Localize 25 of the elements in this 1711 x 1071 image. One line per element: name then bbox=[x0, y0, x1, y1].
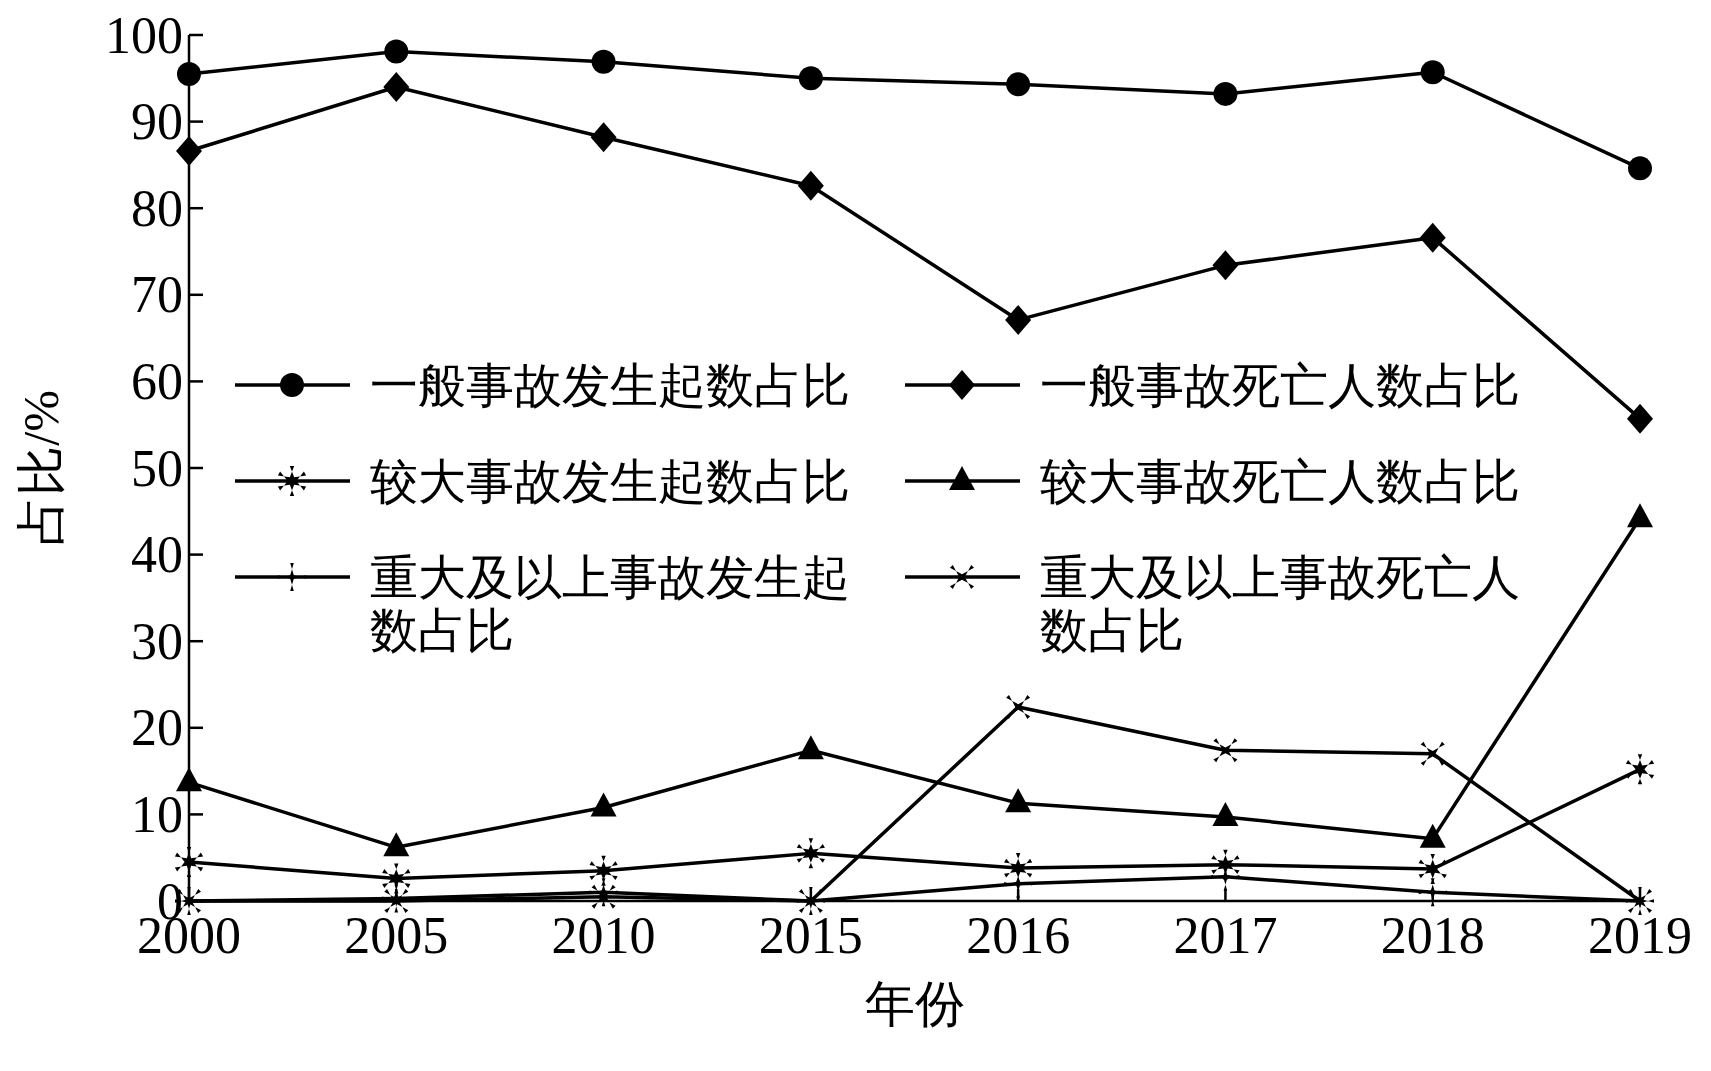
y-tick-label: 20 bbox=[131, 699, 183, 757]
x-tick-label: 2018 bbox=[1380, 907, 1485, 964]
y-tick-label: 90 bbox=[131, 93, 183, 151]
x-tick-label: 2015 bbox=[758, 907, 863, 964]
legend-label: 重大及以上事故死亡人数占比 bbox=[1040, 550, 1520, 657]
x-tick-label: 2017 bbox=[1173, 907, 1278, 964]
y-tick-label: 30 bbox=[131, 612, 183, 670]
legend-label: 一般事故发生起数占比 bbox=[370, 358, 850, 412]
y-tick-label: 80 bbox=[131, 179, 183, 237]
y-tick-label: 40 bbox=[131, 526, 183, 584]
legend-label: 重大及以上事故发生起数占比 bbox=[370, 550, 850, 657]
x-axis-title: 年份 bbox=[864, 976, 965, 1032]
y-tick-label: 100 bbox=[105, 6, 183, 64]
legend-label: 较大事故死亡人数占比 bbox=[1040, 454, 1520, 508]
y-axis-title: 占比/% bbox=[13, 390, 69, 546]
y-tick-label: 60 bbox=[131, 352, 183, 410]
y-tick-label: 70 bbox=[131, 266, 183, 324]
x-tick-label: 2019 bbox=[1588, 907, 1692, 964]
y-tick-label: 10 bbox=[131, 785, 183, 843]
y-tick-label: 50 bbox=[131, 439, 183, 497]
legend-label: 较大事故发生起数占比 bbox=[370, 454, 850, 508]
x-tick-label: 2016 bbox=[966, 907, 1071, 964]
legend-label: 一般事故死亡人数占比 bbox=[1040, 358, 1520, 412]
x-tick-label: 2010 bbox=[551, 907, 656, 964]
x-tick-label: 2005 bbox=[344, 907, 449, 964]
